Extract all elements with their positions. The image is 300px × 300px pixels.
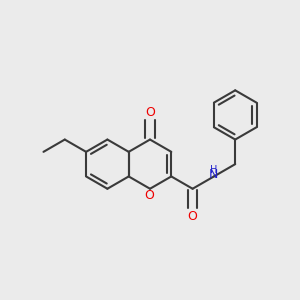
Text: N: N: [209, 168, 219, 182]
Text: O: O: [144, 189, 154, 202]
Text: O: O: [145, 106, 155, 118]
Text: H: H: [210, 165, 218, 175]
Text: O: O: [188, 210, 197, 223]
